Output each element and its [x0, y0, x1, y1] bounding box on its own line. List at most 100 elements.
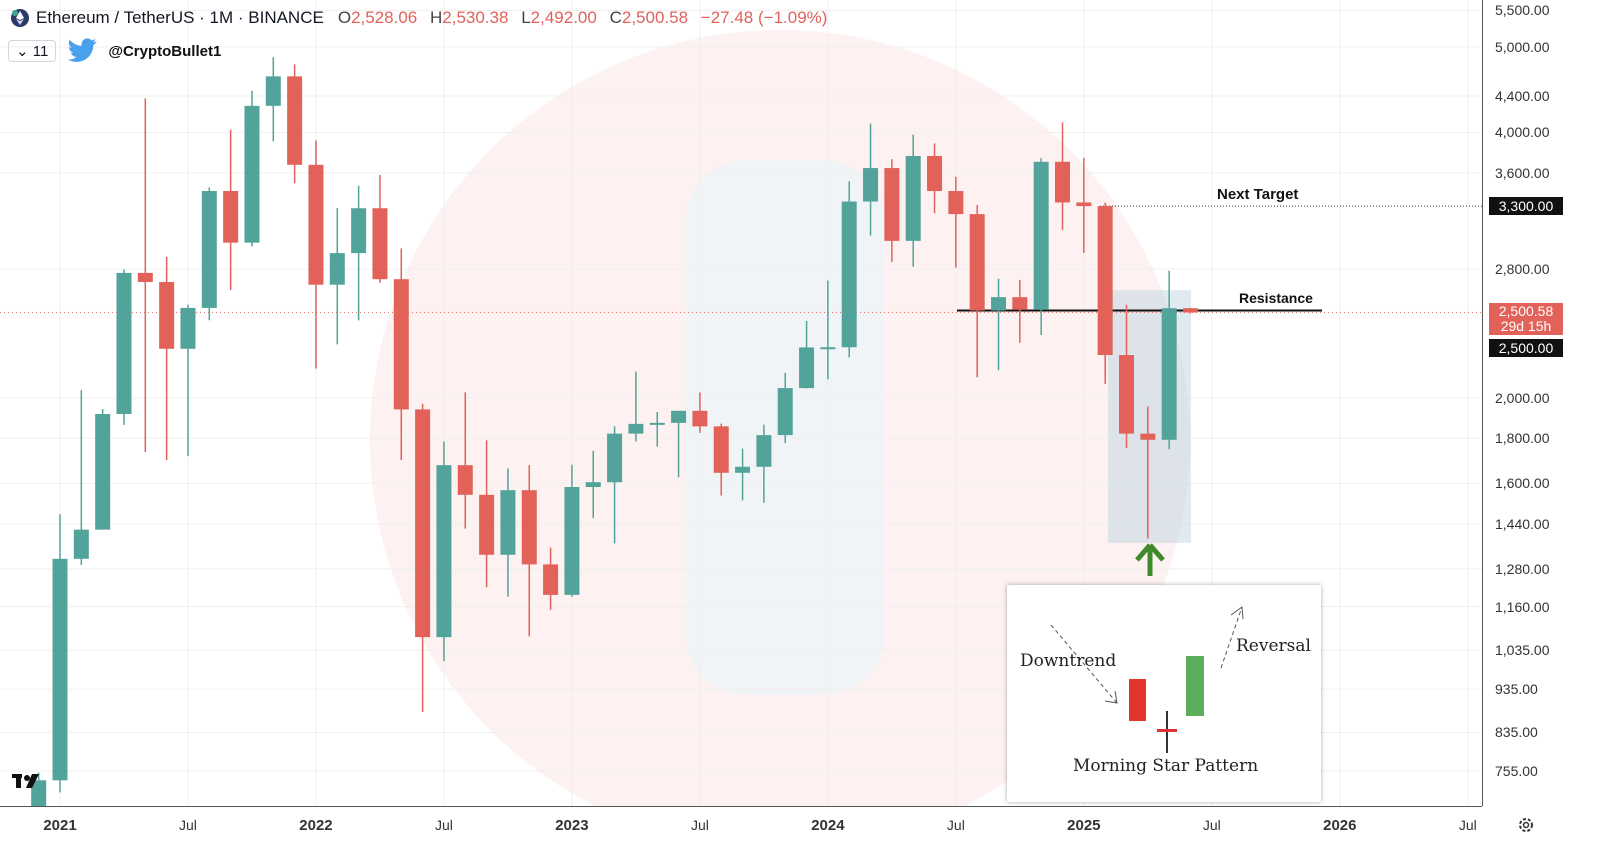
close-value: 2,500.58: [621, 8, 689, 27]
x-tick-label: 2022: [299, 817, 333, 834]
y-tick-label: 755.00: [1495, 763, 1538, 780]
y-tick-label: 1,440.00: [1495, 515, 1550, 532]
y-tick-label: 835.00: [1495, 724, 1538, 741]
x-tick-label: Jul: [179, 817, 197, 833]
y-tick-label: 5,500.00: [1495, 2, 1550, 19]
twitter-bird-icon: [68, 38, 97, 62]
y-tick-label: 5,000.00: [1495, 39, 1550, 55]
candle-body-2024-09: [991, 297, 1007, 311]
x-tick-label: Jul: [946, 817, 965, 833]
price-axis[interactable]: 5,500.00 5,000.00 4,400.00 4,000.00 3,600.00…: [1482, 0, 1600, 806]
reversal-text: Reversal: [1236, 636, 1311, 656]
x-tick-label: Jul: [434, 817, 453, 833]
candle-body-2024-05: [905, 155, 921, 241]
up-arrow-icon: [1135, 543, 1165, 576]
y-tick-label: 1,280.00: [1495, 560, 1550, 577]
resistance-price-label: 2,500.00: [1489, 339, 1563, 357]
candle-body-2024-01: [820, 347, 836, 350]
y-tick-label: 3,600.00: [1495, 164, 1550, 181]
candle-body-2021-12: [287, 76, 303, 165]
inset-red-candle: [1129, 679, 1146, 721]
candlestick-chart: [0, 0, 1482, 806]
y-tick-label: 1,600.00: [1495, 475, 1550, 492]
x-tick-label: Jul: [690, 817, 709, 833]
tradingview-logo-icon[interactable]: [12, 772, 50, 792]
candle-body-2025-06: [1182, 308, 1198, 313]
indicator-row: ⌄ 11 @CryptoBullet1: [8, 38, 221, 64]
candle-body-2022-03: [351, 208, 367, 254]
candle-body-2022-09: [479, 494, 495, 555]
x-tick-label: 2023: [555, 817, 589, 834]
twitter-handle: @CryptoBullet1: [108, 42, 222, 60]
candle-body-2021-04: [116, 272, 132, 414]
candle-body-2022-01: [308, 164, 324, 285]
candle-body-2024-04: [884, 168, 900, 241]
morning-star-diagram: [1050, 606, 1244, 753]
candle-body-2022-11: [521, 490, 537, 565]
downtrend-text: Downtrend: [1020, 651, 1117, 671]
candle-body-2023-02: [585, 482, 601, 488]
candle-body-2021-06: [159, 282, 175, 349]
candle-body-2021-11: [265, 76, 281, 106]
candle-body-2021-10: [244, 105, 260, 243]
candle-body-2021-08: [201, 191, 217, 308]
candle-body-2022-12: [543, 564, 559, 595]
next-target-price-label: 3,300.00: [1489, 197, 1563, 216]
chart-header: Ethereum / TetherUS · 1M · BINANCE O2,52…: [10, 8, 827, 28]
candle-body-2023-05: [649, 422, 665, 425]
candle-body-2023-12: [799, 347, 815, 389]
reversal-arrow-icon: [1220, 606, 1243, 669]
candle-body-2021-07: [180, 307, 196, 349]
y-tick-label: 4,000.00: [1495, 124, 1550, 141]
candle-body-2023-07: [692, 410, 708, 427]
inset-green-candle: [1186, 656, 1204, 716]
ethereum-logo-icon: [11, 9, 29, 27]
ohlc-values: O2,528.06 H2,530.38 L2,492.00 C2,500.58 …: [337, 8, 828, 27]
chart-plot-area[interactable]: Ethereum / TetherUS · 1M · BINANCE O2,52…: [0, 0, 1482, 806]
open-value: 2,528.06: [351, 8, 418, 27]
x-tick-label: Jul: [1202, 817, 1221, 833]
candle-body-2021-09: [223, 191, 239, 243]
symbol-title[interactable]: Ethereum / TetherUS · 1M · BINANCE: [36, 8, 324, 27]
candle-body-2021-02: [73, 529, 89, 559]
candle-body-2025-05: [1161, 308, 1177, 440]
change-value: −27.48 (−1.09%): [700, 8, 828, 27]
x-tick-label: Jul: [1458, 817, 1477, 833]
y-tick-label: 935.00: [1495, 681, 1538, 698]
candle-body-2024-12: [1055, 161, 1071, 203]
candle-body-2024-03: [863, 168, 879, 202]
candle-body-2020-12: [31, 780, 47, 806]
y-tick-label: 2,800.00: [1495, 261, 1550, 278]
candle-body-2023-09: [735, 466, 751, 473]
candle-body-2024-08: [969, 214, 985, 311]
y-tick-label: 1,800.00: [1495, 430, 1550, 447]
morning-star-title: Morning Star Pattern: [1073, 756, 1259, 776]
time-axis[interactable]: 2021 Jul 2022 Jul 2023 Jul 2024 Jul 2025 Jul 2026 J…: [0, 806, 1533, 857]
downtrend-arrow-icon: [1050, 624, 1118, 704]
low-value: 2,492.00: [530, 8, 597, 27]
morning-star-inset: Downtrend Reversal Morning Star Pattern: [1007, 585, 1321, 802]
candle-body-2022-07: [436, 465, 452, 638]
candle-body-2023-10: [756, 435, 772, 467]
candle-body-2024-06: [927, 155, 943, 192]
high-value: 2,530.38: [442, 8, 509, 27]
candle-body-2021-05: [137, 272, 153, 283]
bar-countdown: 29d 15h: [1500, 318, 1552, 335]
candle-body-2025-02: [1097, 206, 1113, 356]
resistance-label: Resistance: [1239, 290, 1313, 306]
candle-body-2023-03: [607, 433, 623, 483]
candle-body-2025-01: [1076, 202, 1092, 207]
candle-body-2022-08: [457, 465, 473, 495]
candle-body-2021-01: [52, 558, 68, 781]
indicators-toggle-button[interactable]: ⌄ 11: [8, 40, 57, 62]
candle-body-2024-11: [1033, 161, 1049, 310]
candle-body-2023-01: [564, 487, 580, 595]
candle-body-2023-11: [777, 388, 793, 436]
y-tick-label: 2,000.00: [1495, 389, 1550, 406]
candle-body-2021-03: [95, 413, 111, 530]
x-tick-label: 2026: [1323, 817, 1357, 834]
candle-body-2022-06: [415, 409, 431, 638]
last-price-label: 2,500.58 29d 15h: [1489, 303, 1563, 336]
settings-gear-icon[interactable]: [1516, 815, 1536, 835]
candle-body-2023-04: [628, 423, 644, 434]
